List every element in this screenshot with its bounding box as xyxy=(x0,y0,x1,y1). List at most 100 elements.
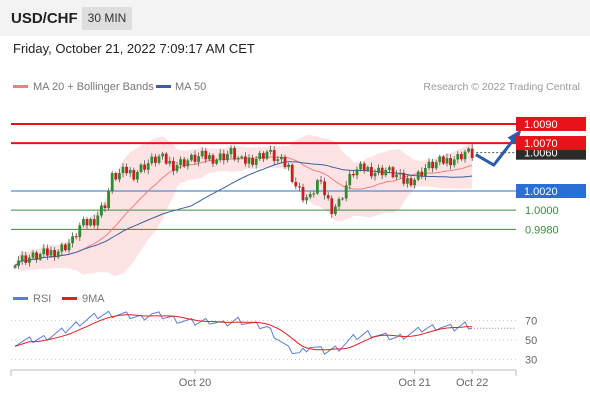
bollinger-band-area xyxy=(15,135,473,276)
candle-up xyxy=(305,197,308,201)
candle-up xyxy=(168,160,172,164)
candle-up xyxy=(287,164,290,168)
candle-down xyxy=(125,166,128,174)
candle-up xyxy=(186,160,190,167)
x-tick-label: Oct 22 xyxy=(456,377,488,389)
candle-up xyxy=(377,167,380,173)
candle-up xyxy=(427,161,431,169)
candle-up xyxy=(150,156,154,164)
candle-down xyxy=(262,153,265,159)
candle-up xyxy=(28,257,31,263)
candle-up xyxy=(373,172,377,177)
candle-down xyxy=(143,164,146,170)
candle-down xyxy=(460,154,463,160)
candle-up xyxy=(118,173,121,180)
candle-up xyxy=(17,260,20,266)
candle-down xyxy=(35,252,38,260)
candle-up xyxy=(337,199,341,207)
header-bar: USD/CHF 30 MIN xyxy=(0,0,590,36)
datetime-label: Friday, October 21, 2022 7:09:17 AM CET xyxy=(13,41,255,56)
candle-down xyxy=(64,244,67,251)
x-tick-label: Oct 21 xyxy=(398,377,430,389)
candle-up xyxy=(355,169,359,176)
candle-up xyxy=(78,225,82,238)
candle-up xyxy=(31,252,35,258)
candle-up xyxy=(197,156,200,162)
candle-down xyxy=(380,167,384,176)
candle-up xyxy=(334,206,337,214)
candle-down xyxy=(470,148,474,159)
candle-down xyxy=(409,178,413,186)
candle-down xyxy=(114,172,118,180)
ma50-legend-label: MA 50 xyxy=(175,81,206,93)
candle-up xyxy=(452,159,456,166)
candle-down xyxy=(74,236,78,238)
candle-down xyxy=(319,180,323,182)
candle-up xyxy=(100,205,103,216)
candle-down xyxy=(298,186,301,188)
candle-down xyxy=(251,158,254,165)
candle-down xyxy=(222,153,226,161)
x-tick-label: Oct 20 xyxy=(179,377,211,389)
ma20-line xyxy=(14,156,473,267)
candle-up xyxy=(175,165,179,171)
candle-up xyxy=(456,154,460,160)
credit-text: Research © 2022 Trading Central xyxy=(423,81,580,93)
candle-up xyxy=(190,154,193,161)
timeframe-button[interactable]: 30 MIN xyxy=(82,7,132,30)
candle-up xyxy=(56,251,60,258)
candle-down xyxy=(164,153,168,164)
rsi-tick-label: 70 xyxy=(525,316,537,328)
candle-up xyxy=(398,172,402,175)
candle-up xyxy=(348,173,352,186)
candle-down xyxy=(420,171,424,177)
candle-up xyxy=(269,150,272,152)
candle-up xyxy=(110,172,114,191)
candle-down xyxy=(24,255,28,263)
candle-up xyxy=(157,156,161,163)
level-label-resistance: 1.0090 xyxy=(524,119,558,131)
candle-up xyxy=(316,180,319,194)
candle-up xyxy=(240,156,244,158)
rsi-line xyxy=(14,310,473,355)
symbol-title: USD/CHF xyxy=(11,10,78,27)
candle-up xyxy=(265,151,269,159)
candle-up xyxy=(384,169,388,176)
candle-up xyxy=(136,172,139,180)
level-label-support: 0.9980 xyxy=(525,224,559,236)
candle-up xyxy=(438,156,442,163)
candle-up xyxy=(49,250,53,256)
rsi-ma-line xyxy=(14,314,473,351)
candle-up xyxy=(226,154,229,161)
candle-down xyxy=(272,150,276,161)
candle-down xyxy=(182,159,186,167)
candle-down xyxy=(244,156,247,164)
candle-down xyxy=(204,150,208,160)
candle-up xyxy=(434,162,438,169)
current-price-label: 1.0060 xyxy=(524,148,558,160)
candle-down xyxy=(283,156,287,168)
level-label-pivot: 1.0020 xyxy=(524,186,558,198)
candle-down xyxy=(402,172,406,184)
candle-up xyxy=(146,163,150,170)
candle-down xyxy=(233,148,236,160)
candle-up xyxy=(359,163,362,170)
candle-down xyxy=(323,181,326,196)
candle-up xyxy=(467,148,470,152)
candle-up xyxy=(161,153,164,157)
candle-up xyxy=(121,166,125,174)
candle-up xyxy=(341,198,344,200)
level-tag-pivot xyxy=(516,184,586,198)
level-label-overlay: 1.0070 xyxy=(524,138,558,150)
candle-up xyxy=(308,194,312,198)
candle-down xyxy=(294,181,298,187)
candle-up xyxy=(107,190,110,209)
projection-path xyxy=(475,131,521,167)
candle-up xyxy=(67,243,71,251)
candle-up xyxy=(366,166,370,171)
candle-up xyxy=(42,248,46,255)
candle-down xyxy=(53,250,56,258)
candle-down xyxy=(301,187,305,201)
